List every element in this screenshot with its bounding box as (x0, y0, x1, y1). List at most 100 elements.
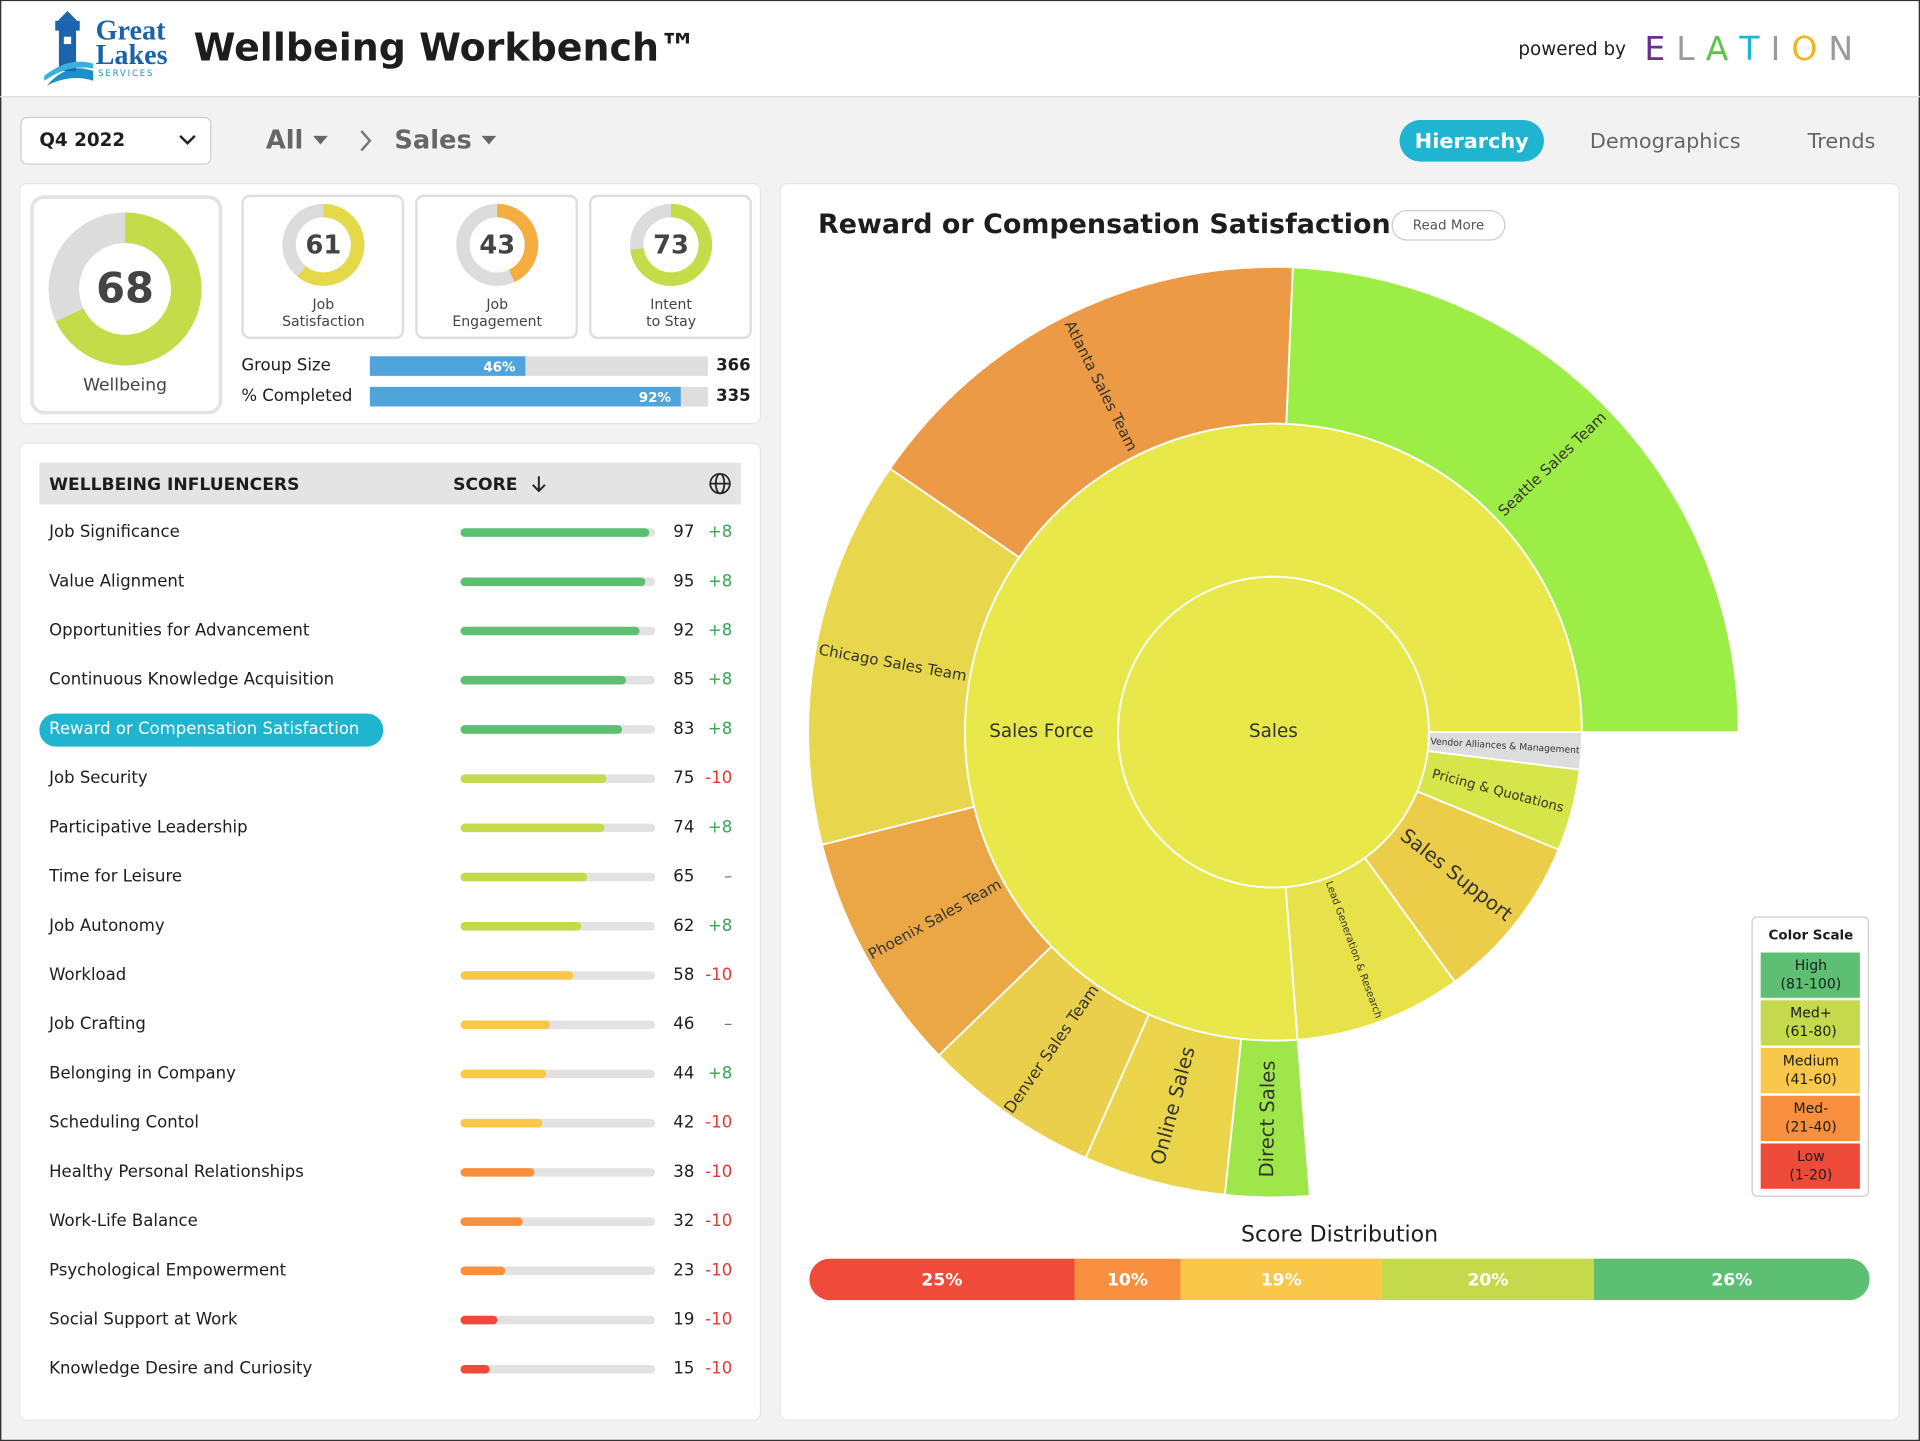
distribution-label: 20% (1467, 1271, 1508, 1291)
score-change: -10 (705, 768, 732, 787)
score-value: 44 (673, 1063, 694, 1082)
tab-active[interactable] (1399, 119, 1544, 162)
color-scale-label: High (1795, 958, 1827, 974)
influencer-name[interactable]: Value Alignment (49, 571, 185, 590)
score-change: -10 (705, 1113, 732, 1132)
wellbeing-score: 68 (96, 263, 154, 312)
score-value: 62 (673, 916, 694, 935)
color-scale-label: Med+ (1790, 1006, 1832, 1022)
score-value: 23 (673, 1260, 694, 1279)
tab[interactable]: Trends (1807, 129, 1876, 153)
score-change: -10 (705, 965, 732, 984)
progress-percent: 46% (483, 360, 516, 375)
influencer-name[interactable]: Knowledge Desire and Curiosity (49, 1359, 312, 1378)
score-value: 38 (673, 1162, 694, 1181)
distribution-title: Score Distribution (1241, 1222, 1438, 1247)
score-bar (460, 1118, 543, 1128)
color-scale-swatch (1760, 1095, 1860, 1142)
score-bar (460, 1168, 535, 1177)
score-value: 83 (673, 719, 694, 738)
influencer-name[interactable]: Job Autonomy (48, 916, 165, 935)
score-bar (460, 922, 582, 931)
logo-subtext: SERVICES (98, 69, 154, 79)
chart-title: Reward or Compensation Satisfaction (818, 209, 1391, 240)
influencer-name[interactable]: Opportunities for Advancement (49, 621, 310, 640)
breadcrumb-caret (481, 135, 497, 145)
influencer-name[interactable]: Time for Leisure (48, 867, 182, 886)
score-value: 65 (673, 867, 694, 886)
tab[interactable]: Hierarchy (1415, 129, 1529, 153)
dropdown-chevron (179, 135, 196, 145)
column-header[interactable]: SCORE (453, 475, 517, 495)
influencer-name[interactable]: Healthy Personal Relationships (49, 1162, 304, 1181)
progress-label: Group Size (241, 356, 330, 375)
influencer-name[interactable]: Reward or Compensation Satisfaction (49, 719, 359, 738)
score-bar (460, 577, 646, 587)
selected-row-pill[interactable] (39, 713, 384, 747)
distribution-label: 19% (1261, 1271, 1302, 1291)
period-dropdown[interactable] (20, 116, 212, 165)
color-scale-swatch (1760, 952, 1860, 998)
score-change: -10 (705, 1260, 732, 1279)
logo-text: Great (96, 16, 166, 47)
score-label: Job (485, 297, 508, 313)
sunburst-segment[interactable] (1285, 266, 1740, 734)
color-scale-title: Color Scale (1769, 928, 1854, 943)
globe-icon[interactable] (709, 472, 731, 495)
score-bar (460, 1020, 551, 1030)
color-scale-swatch (1760, 1048, 1860, 1094)
distribution-label: 10% (1107, 1271, 1148, 1291)
influencer-name[interactable]: Social Support at Work (49, 1310, 238, 1329)
color-scale-label: Medium (1783, 1053, 1839, 1069)
score-tile (241, 194, 405, 340)
sunburst-segment[interactable] (888, 265, 1294, 559)
influencer-name[interactable]: Work-Life Balance (49, 1211, 198, 1230)
influencer-name[interactable]: Participative Leadership (49, 817, 247, 836)
progress-count: 335 (716, 386, 750, 405)
score-label: Job (312, 297, 335, 313)
score-track (460, 1266, 656, 1276)
influencer-name[interactable]: Belonging in Company (49, 1063, 236, 1082)
score-change: +8 (708, 916, 732, 935)
score-tile (415, 194, 579, 340)
sunburst-segment[interactable] (1284, 856, 1457, 1041)
color-scale-swatch (1760, 1000, 1860, 1046)
influencer-name[interactable]: Workload (49, 965, 126, 984)
score-bar (460, 774, 607, 783)
influencer-name[interactable]: Continuous Knowledge Acquisition (49, 670, 334, 689)
influencer-name[interactable]: Job Significance (48, 522, 180, 541)
score-bar (460, 971, 574, 980)
donut-value (630, 203, 713, 286)
tab[interactable]: Demographics (1590, 129, 1741, 153)
influencer-name[interactable]: Job Crafting (48, 1014, 146, 1033)
score-bar (460, 626, 640, 636)
score-change: – (724, 867, 732, 886)
table-header (39, 462, 741, 505)
read-more-label[interactable]: Read More (1413, 218, 1484, 233)
score-value: 97 (673, 522, 694, 541)
color-scale-label: Med- (1793, 1101, 1828, 1117)
distribution-label: 26% (1711, 1271, 1752, 1291)
score-value: 43 (479, 231, 515, 261)
breadcrumb-item[interactable]: Sales (394, 125, 471, 155)
distribution-segment (1074, 1258, 1181, 1301)
score-value: 42 (673, 1113, 694, 1132)
influencer-name[interactable]: Job Security (48, 768, 148, 787)
brand-letter: O (1791, 29, 1828, 68)
influencer-name[interactable]: Psychological Empowerment (49, 1260, 287, 1279)
score-change: +8 (708, 571, 732, 590)
read-more-button[interactable] (1391, 209, 1506, 241)
period-label[interactable]: Q4 2022 (39, 130, 125, 151)
influencer-name[interactable]: Scheduling Contol (49, 1113, 199, 1132)
score-bar (460, 1364, 490, 1374)
score-label: Intent (650, 297, 692, 313)
score-bar (460, 1069, 547, 1079)
powered-by: powered by (1518, 39, 1626, 60)
logo-icon (44, 11, 94, 86)
sort-arrow[interactable] (532, 476, 546, 493)
color-scale-range: (1-20) (1789, 1167, 1832, 1183)
breadcrumb-item[interactable]: All (266, 125, 304, 155)
score-change: +8 (708, 522, 732, 541)
score-label: Satisfaction (282, 314, 365, 330)
